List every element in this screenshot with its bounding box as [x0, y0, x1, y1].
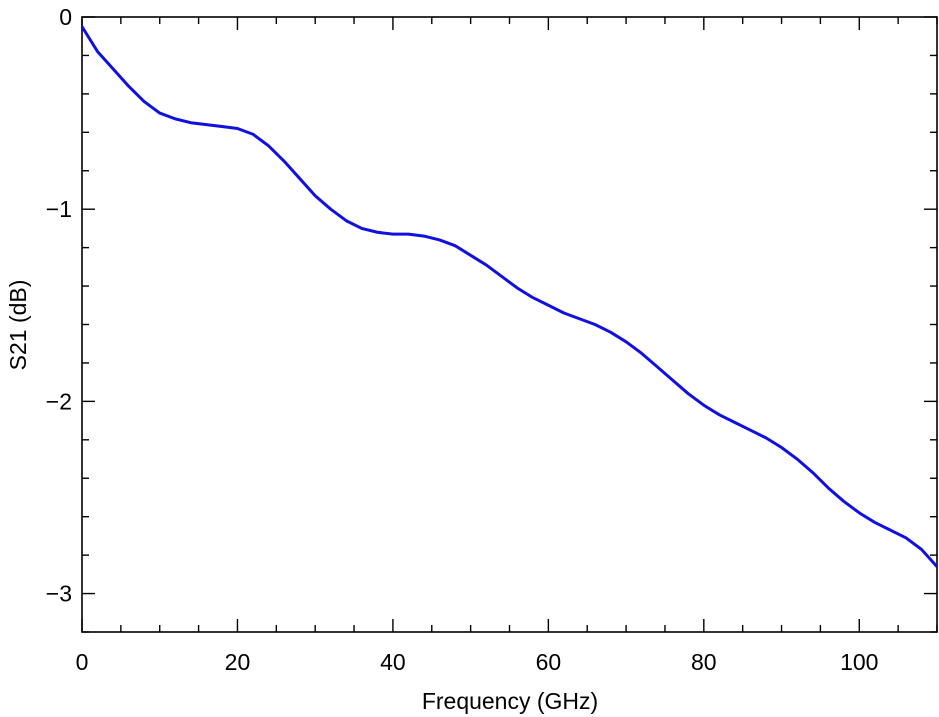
x-tick-label: 100: [840, 649, 878, 675]
x-tick-label: 80: [691, 649, 717, 675]
plot-frame: [81, 16, 938, 633]
y-tick-label: −1: [46, 196, 72, 222]
axis-tick-labels: 0 20 40 60 80 100 0 −1 −2 −3: [46, 4, 879, 675]
axis-ticks: [81, 16, 938, 633]
x-tick-label: 0: [76, 649, 89, 675]
x-tick-label: 60: [536, 649, 562, 675]
x-tick-label: 20: [225, 649, 251, 675]
x-axis-title: Frequency (GHz): [422, 688, 598, 714]
y-axis-title: S21 (dB): [5, 280, 31, 371]
s21-series-line: [80, 25, 939, 568]
x-tick-label: 40: [380, 649, 406, 675]
series-layer: [80, 25, 939, 568]
y-tick-label: −3: [46, 581, 72, 607]
y-tick-label: −2: [46, 388, 72, 414]
y-tick-label: 0: [59, 4, 72, 30]
